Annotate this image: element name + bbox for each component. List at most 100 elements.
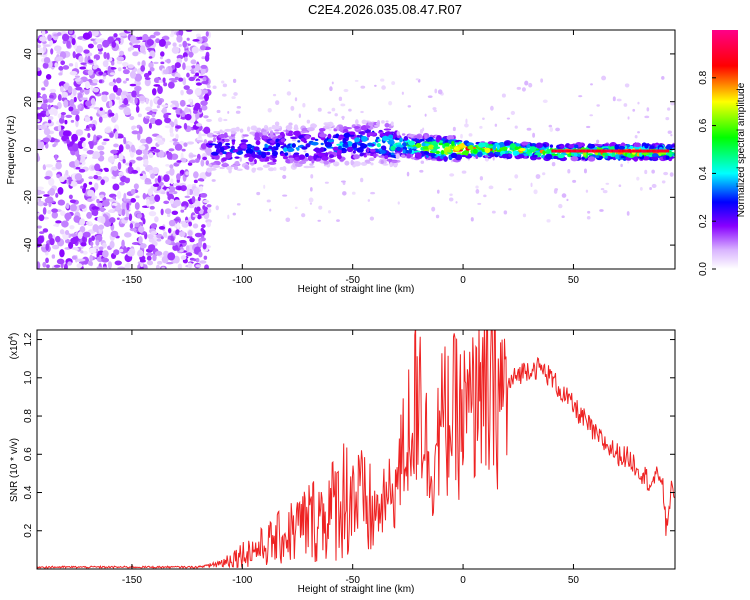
heatmap-cell <box>92 65 98 70</box>
heatmap-cell <box>38 214 45 222</box>
heatmap-cell <box>630 149 634 153</box>
heatmap-cell <box>419 169 424 173</box>
heatmap-cell <box>236 168 243 171</box>
heatmap-cell <box>122 158 126 164</box>
heatmap-cell <box>490 105 494 111</box>
heatmap-cell <box>62 130 71 137</box>
heatmap-cell <box>244 153 252 158</box>
heatmap-cell <box>305 143 311 148</box>
heatmap-cell <box>98 79 103 84</box>
heatmap-cell <box>55 235 61 243</box>
heatmap-cell <box>39 36 47 42</box>
heatmap-cell <box>482 117 485 120</box>
heatmap-cell <box>284 152 289 156</box>
heatmap-cell <box>595 149 599 153</box>
heatmap-cell <box>142 218 146 225</box>
heatmap-cell <box>420 160 425 164</box>
heatmap-cell <box>74 159 80 166</box>
heatmap-cell <box>285 124 293 131</box>
heatmap-cell <box>109 132 114 138</box>
heatmap-cell <box>171 210 179 215</box>
heatmap-cell <box>64 212 72 220</box>
heatmap-cell <box>293 127 299 131</box>
heatmap-cell <box>108 112 115 117</box>
heatmap-cell <box>206 167 213 173</box>
heatmap-cell <box>636 176 640 181</box>
heatmap-cell <box>158 225 166 230</box>
heatmap-cell <box>47 98 54 103</box>
heatmap-y-tick-label: 40 <box>23 48 34 60</box>
heatmap-cell <box>200 64 208 69</box>
heatmap-cell <box>123 136 127 145</box>
heatmap-cell <box>148 122 152 129</box>
heatmap-cell <box>548 124 553 128</box>
heatmap-cell <box>554 188 559 191</box>
heatmap-cell <box>288 157 294 161</box>
heatmap-cell <box>232 149 239 153</box>
heatmap-cell <box>170 178 174 185</box>
heatmap-cell <box>169 167 175 176</box>
heatmap-cell <box>607 149 611 153</box>
heatmap-cell <box>553 149 557 153</box>
heatmap-cell <box>134 222 140 228</box>
heatmap-cell <box>69 199 76 204</box>
heatmap-x-tick-label: -50 <box>345 275 360 286</box>
heatmap-cell <box>670 133 673 137</box>
heatmap-cell <box>627 149 631 153</box>
heatmap-marks <box>37 30 675 269</box>
heatmap-cell <box>603 143 609 147</box>
heatmap-cell <box>390 152 395 156</box>
heatmap-cell <box>569 149 573 153</box>
heatmap-cell <box>461 170 467 174</box>
heatmap-cell <box>116 217 120 220</box>
heatmap-cell <box>57 32 62 36</box>
heatmap-cell <box>88 247 97 254</box>
heatmap-cell <box>378 129 383 132</box>
heatmap-cell <box>623 149 627 153</box>
heatmap-cell <box>646 149 650 153</box>
heatmap-cell <box>127 166 132 172</box>
heatmap-cell <box>424 151 429 155</box>
heatmap-cell <box>411 157 416 160</box>
heatmap-cell <box>90 85 94 91</box>
heatmap-cell <box>188 98 193 103</box>
heatmap-cell <box>153 61 159 65</box>
heatmap-cell <box>566 198 569 202</box>
heatmap-cell <box>89 254 93 262</box>
heatmap-cell <box>231 96 236 100</box>
heatmap-cell <box>101 91 109 96</box>
heatmap-cell <box>200 159 205 167</box>
heatmap-cell <box>126 202 130 211</box>
heatmap-cell <box>98 51 103 55</box>
heatmap-cell <box>553 155 558 159</box>
heatmap-cell <box>572 149 576 153</box>
heatmap-cell <box>596 147 603 151</box>
heatmap-cell <box>164 208 172 215</box>
heatmap-cell <box>136 156 143 161</box>
heatmap-cell <box>355 119 359 125</box>
heatmap-cell <box>253 158 257 165</box>
heatmap-cell <box>666 149 670 153</box>
heatmap-cell <box>486 145 494 148</box>
colorbar-tick-label: 0.6 <box>698 118 709 132</box>
heatmap-cell <box>119 104 127 108</box>
heatmap-cell <box>165 239 172 245</box>
heatmap-cell <box>609 156 613 160</box>
snr-x-tick-label: 0 <box>460 575 466 586</box>
heatmap-cell <box>193 171 199 179</box>
heatmap-cell <box>356 147 364 153</box>
heatmap-cell <box>53 45 62 52</box>
heatmap-cell <box>195 123 203 127</box>
heatmap-cell <box>438 142 443 146</box>
heatmap-cell <box>212 134 218 137</box>
heatmap-cell <box>616 149 620 153</box>
heatmap-cell <box>135 195 140 199</box>
heatmap-cell <box>633 142 642 148</box>
heatmap-cell <box>555 127 560 132</box>
heatmap-cell <box>98 246 104 251</box>
heatmap-cell <box>496 144 500 151</box>
heatmap-cell <box>125 144 131 150</box>
heatmap-cell <box>400 154 406 158</box>
heatmap-cell <box>286 91 292 96</box>
snr-y-tick-label: 0.2 <box>23 523 34 537</box>
